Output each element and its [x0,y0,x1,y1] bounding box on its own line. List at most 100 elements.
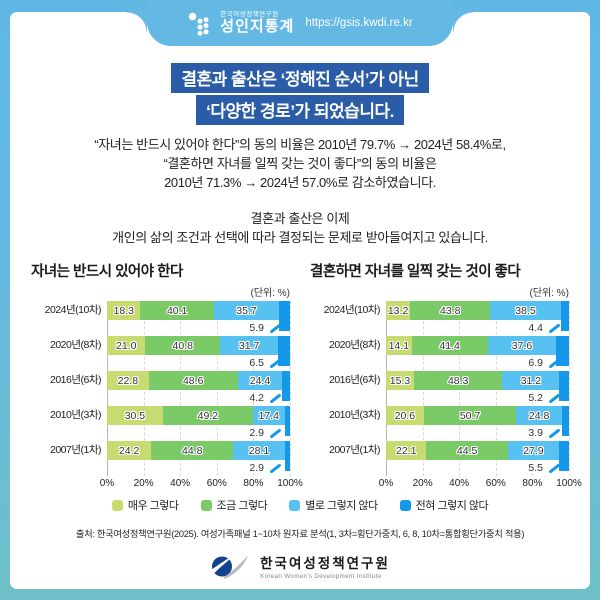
charts-section: 자녀는 반드시 있어야 한다 (단위: %) 2024년(10차) 2020년(8… [10,260,590,490]
callout-value-label: 5.2 [528,392,543,404]
category-label: 2007년(1차) [328,444,381,456]
bar-value-label: 37.6 [511,339,533,352]
chart-title: 결혼하면 자녀를 일찍 갖는 것이 좋다 [310,264,521,280]
legend-swatch [399,499,411,511]
legend-label: 매우 그렇다 [127,500,179,512]
category-label: 2010년(3차) [49,409,102,421]
category-label: 2016년(6차) [328,374,381,386]
callout-line [548,427,561,439]
content-card: 결혼과 출산은 ‘정해진 순서’가 아닌 ‘다양한 경로’가 되었습니다. “자… [10,12,590,589]
callout: 5.5 [386,460,569,476]
bar-segment: 24.2 [107,441,152,460]
callout-value-label: 2.9 [249,427,264,439]
intro-line1: “자녀는 반드시 있어야 한다”의 동의 비율은 2010년 79.7% → 2… [94,137,506,152]
stacked-bar: 30.5 49.2 17.4 [107,406,290,436]
x-tick-label: 0% [99,478,115,489]
bar-segment: 50.7 [423,406,517,425]
callout-value-label: 3.9 [528,427,543,439]
legend-item-very-agree: 매우 그렇다 [111,497,179,513]
bar-segment: 17.4 [252,406,285,425]
headline-line2: ‘다양한 경로’가 되었습니다. [196,95,404,125]
x-tick-label: 40% [170,478,191,489]
bar-segment: 49.2 [162,406,253,425]
legend-label: 별로 그렇지 않다 [305,500,378,512]
bar-segment: 20.6 [386,406,424,425]
bar-value-label: 31.7 [238,339,260,352]
bar-value-label: 24.8 [528,409,550,422]
bar-value-label: 44.8 [182,444,203,457]
legend-item-not-at-all: 전혀 그렇지 않다 [399,497,489,513]
bar-segment: 31.7 [220,336,279,355]
header-url-link[interactable]: https://gsis.kwdi.re.kr [305,17,413,29]
bar-segment: 44.5 [426,441,508,460]
bar-value-label: 31.2 [520,374,542,387]
category-label: 2010년(3차) [328,409,381,421]
legend-swatch [111,499,123,511]
callout: 6.5 [107,355,290,371]
callout: 4.4 [386,320,569,336]
bar-segment [558,441,569,471]
category-labels: 2024년(10차) 2020년(8차) 2016년(6차) 2010년(3차) 200… [31,301,107,476]
message-line2: 개인의 삶의 조건과 선택에 따라 결정되는 문제로 받아들여지고 있습니다. [112,230,488,245]
callout: 6.9 [386,355,569,371]
bar-segment [279,301,290,331]
bar-segment: 38.5 [490,301,561,320]
callout-line [548,462,561,474]
callout-value-label: 6.9 [528,357,543,369]
bar-segment: 13.2 [386,301,411,320]
bar-segment: 48.3 [413,371,503,390]
stacked-bar: 22.8 48.6 24.4 [107,371,290,401]
header-banner: 한국여성정책연구원 성인지통계 https://gsis.kwdi.re.kr [127,0,473,46]
x-tick-label: 80% [243,478,264,489]
category-label: 2016년(6차) [49,374,102,386]
callout-line [269,427,282,439]
stacked-bar: 22.1 44.5 27.9 [386,441,569,471]
unit-label: (단위: %) [529,288,569,299]
intro-paragraph: “자녀는 반드시 있어야 한다”의 동의 비율은 2010년 79.7% → 2… [10,135,590,192]
callout-line [269,462,282,474]
x-tick-label: 20% [133,478,154,489]
plot-area: 18.3 40.1 35.7 5.9 21.0 40.8 31.7 6.5 22.8 48.6 24… [107,301,291,476]
bar-value-label: 50.7 [459,409,481,422]
kwdi-name-korean: 한국여성정책연구원 [260,556,390,571]
bar-segment: 22.1 [386,441,427,460]
legend-item-not-really: 별로 그렇지 않다 [289,497,378,513]
bar-segment: 14.1 [386,336,412,355]
category-label: 2020년(8차) [328,339,381,351]
category-labels: 2024년(10차) 2020년(8차) 2016년(6차) 2010년(3차) 200… [310,301,386,476]
x-tick-label: 20% [412,478,433,489]
x-tick-label: 80% [522,478,543,489]
callout-value-label: 4.4 [528,322,543,334]
callout-value-label: 2.9 [249,462,264,474]
stacked-bar: 14.1 41.4 37.6 [386,336,569,366]
bar-segment: 40.8 [145,336,221,355]
stacked-bar: 13.2 43.8 38.5 [386,301,569,331]
bar-value-label: 41.4 [439,339,460,352]
intro-line3: 2010년 71.3% → 2024년 57.0%로 감소하였습니다. [164,175,436,190]
chart-title: 자녀는 반드시 있어야 한다 [31,264,183,280]
bar-value-label: 48.6 [182,374,204,387]
bar-segment: 31.2 [502,371,560,390]
bar-value-label: 13.2 [387,304,409,317]
bar-value-label: 48.3 [447,374,469,387]
stacked-bar: 24.2 44.8 28.1 [107,441,290,471]
bar-segment: 15.3 [386,371,414,390]
bar-value-label: 43.8 [439,304,461,317]
bar-segment [278,336,290,366]
bar-value-label: 20.6 [394,409,416,422]
category-label: 2020년(8차) [49,339,102,351]
header-org-name: 한국여성정책연구원 [220,10,279,18]
bar-segment: 24.8 [516,406,562,425]
bar-value-label: 15.3 [389,374,411,387]
stacked-bar: 18.3 40.1 35.7 [107,301,290,331]
bar-value-label: 40.1 [166,304,188,317]
bar-segment: 18.3 [107,301,141,320]
bar-value-label: 24.2 [118,444,140,457]
bar-value-label: 18.3 [113,304,134,317]
grid-line [290,301,291,476]
bar-value-label: 35.7 [236,304,257,317]
bar-segment: 40.1 [140,301,214,320]
x-tick-label: 40% [449,478,470,489]
bar-value-label: 21.0 [115,339,137,352]
x-tick-label: 100% [556,478,582,489]
